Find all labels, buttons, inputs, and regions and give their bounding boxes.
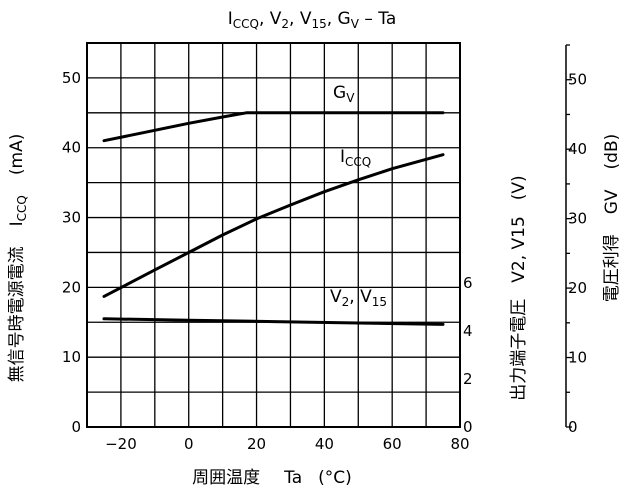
grid (87, 43, 460, 427)
right-tick-label: 20 (568, 279, 587, 297)
right-tick-label: 10 (568, 349, 587, 367)
series-label-iccq: ICCQ (340, 147, 371, 169)
mid-tick-label: 4 (463, 322, 473, 340)
x-tick-label: 40 (315, 435, 334, 453)
mid-tick-label: 2 (463, 370, 473, 388)
chart-title: ICCQ, V2, V15, GV – Ta (228, 9, 397, 31)
series-line-gv (102, 111, 445, 143)
right-tick-label: 50 (568, 71, 587, 89)
right-tick-label: 0 (568, 418, 578, 436)
x-tick-label: 0 (184, 435, 194, 453)
left-tick-label: 20 (62, 278, 81, 296)
x-tick-label: 80 (450, 435, 469, 453)
right-tick-label: 30 (568, 210, 587, 228)
series-line-iccq (102, 153, 445, 298)
mid-axis-label: 出力端子電圧V2, V15(V) (509, 175, 529, 400)
plot-border (86, 42, 461, 428)
left-tick-label: 50 (62, 69, 81, 87)
x-tick-label: −20 (105, 435, 137, 453)
x-tick-label: 60 (383, 435, 402, 453)
right-axis-label: 電圧利得GV(dB) (602, 134, 622, 303)
left-tick-label: 10 (62, 348, 81, 366)
x-tick-label: 20 (247, 435, 266, 453)
series-line-v2v15 (102, 317, 445, 326)
series-label-gv: GV (333, 83, 355, 105)
right-tick-label: 40 (568, 140, 587, 158)
left-tick-label: 40 (62, 139, 81, 157)
mid-tick-label: 6 (463, 274, 473, 292)
left-axis-label: 無信号時電源電流ICCQ(mA) (7, 134, 29, 383)
mid-tick-label: 0 (463, 418, 473, 436)
left-tick-label: 30 (62, 209, 81, 227)
left-tick-label: 0 (71, 418, 81, 436)
x-axis-label: 周囲温度 Ta (°C) (192, 468, 352, 488)
series-layer (102, 111, 445, 326)
series-label-v2v15: V2, V15 (330, 287, 387, 309)
plot-frame (86, 42, 461, 428)
